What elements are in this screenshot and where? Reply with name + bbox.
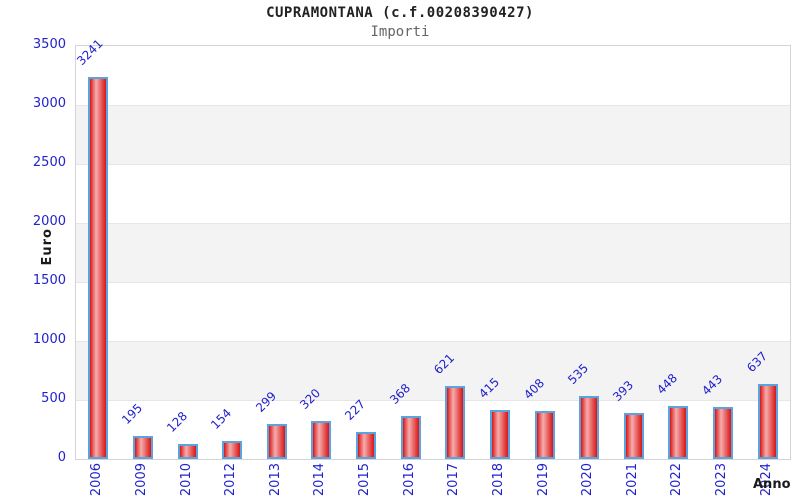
bar xyxy=(356,432,377,459)
x-tick-label: 2016 xyxy=(401,463,417,497)
plot-area xyxy=(75,45,791,460)
x-tick-label: 2023 xyxy=(714,463,730,497)
gridline xyxy=(76,341,790,342)
x-tick-label: 2014 xyxy=(312,463,328,497)
bar xyxy=(132,436,153,459)
y-tick-label: 500 xyxy=(41,391,66,406)
x-tick-label: 2015 xyxy=(357,463,373,497)
x-tick-label: 2021 xyxy=(624,463,640,497)
x-tick-label: 2017 xyxy=(446,463,462,497)
x-tick-label: 2019 xyxy=(535,463,551,497)
bar xyxy=(177,443,198,459)
x-tick-label: 2006 xyxy=(89,463,105,497)
x-tick-label: 2009 xyxy=(133,463,149,497)
y-tick-label: 1000 xyxy=(32,332,66,347)
bar xyxy=(579,395,600,459)
x-tick-label: 2018 xyxy=(490,463,506,497)
x-tick-label: 2020 xyxy=(580,463,596,497)
y-axis-title: Euro xyxy=(40,228,55,266)
bar xyxy=(222,440,243,459)
y-tick-label: 2000 xyxy=(32,214,66,229)
gridline xyxy=(76,164,790,165)
background-band xyxy=(76,46,790,105)
gridline xyxy=(76,400,790,401)
bar xyxy=(88,76,109,459)
y-tick-label: 2500 xyxy=(32,155,66,170)
x-axis-title: Anno xyxy=(753,477,791,492)
bar xyxy=(713,406,734,459)
bar xyxy=(266,423,287,459)
background-band xyxy=(76,164,790,223)
bar xyxy=(311,421,332,459)
background-band xyxy=(76,105,790,164)
x-tick-label: 2022 xyxy=(669,463,685,497)
background-band xyxy=(76,341,790,400)
gridline xyxy=(76,223,790,224)
background-band xyxy=(76,282,790,341)
y-tick-label: 1500 xyxy=(32,273,66,288)
background-band xyxy=(76,223,790,282)
bar xyxy=(445,385,466,459)
y-tick-label: 0 xyxy=(57,450,66,465)
bar xyxy=(400,415,421,459)
chart-title: CUPRAMONTANA (c.f.00208390427) xyxy=(266,5,534,21)
bar xyxy=(757,383,778,459)
x-tick-label: 2013 xyxy=(267,463,283,497)
bar xyxy=(668,406,689,459)
gridline xyxy=(76,105,790,106)
chart-subtitle: Importi xyxy=(370,24,430,40)
x-tick-label: 2010 xyxy=(178,463,194,497)
x-tick-label: 2012 xyxy=(223,463,239,497)
bar xyxy=(534,410,555,459)
y-tick-label: 3000 xyxy=(32,96,66,111)
bar xyxy=(489,410,510,459)
gridline xyxy=(76,282,790,283)
bar xyxy=(623,412,644,459)
y-tick-label: 3500 xyxy=(32,37,66,52)
